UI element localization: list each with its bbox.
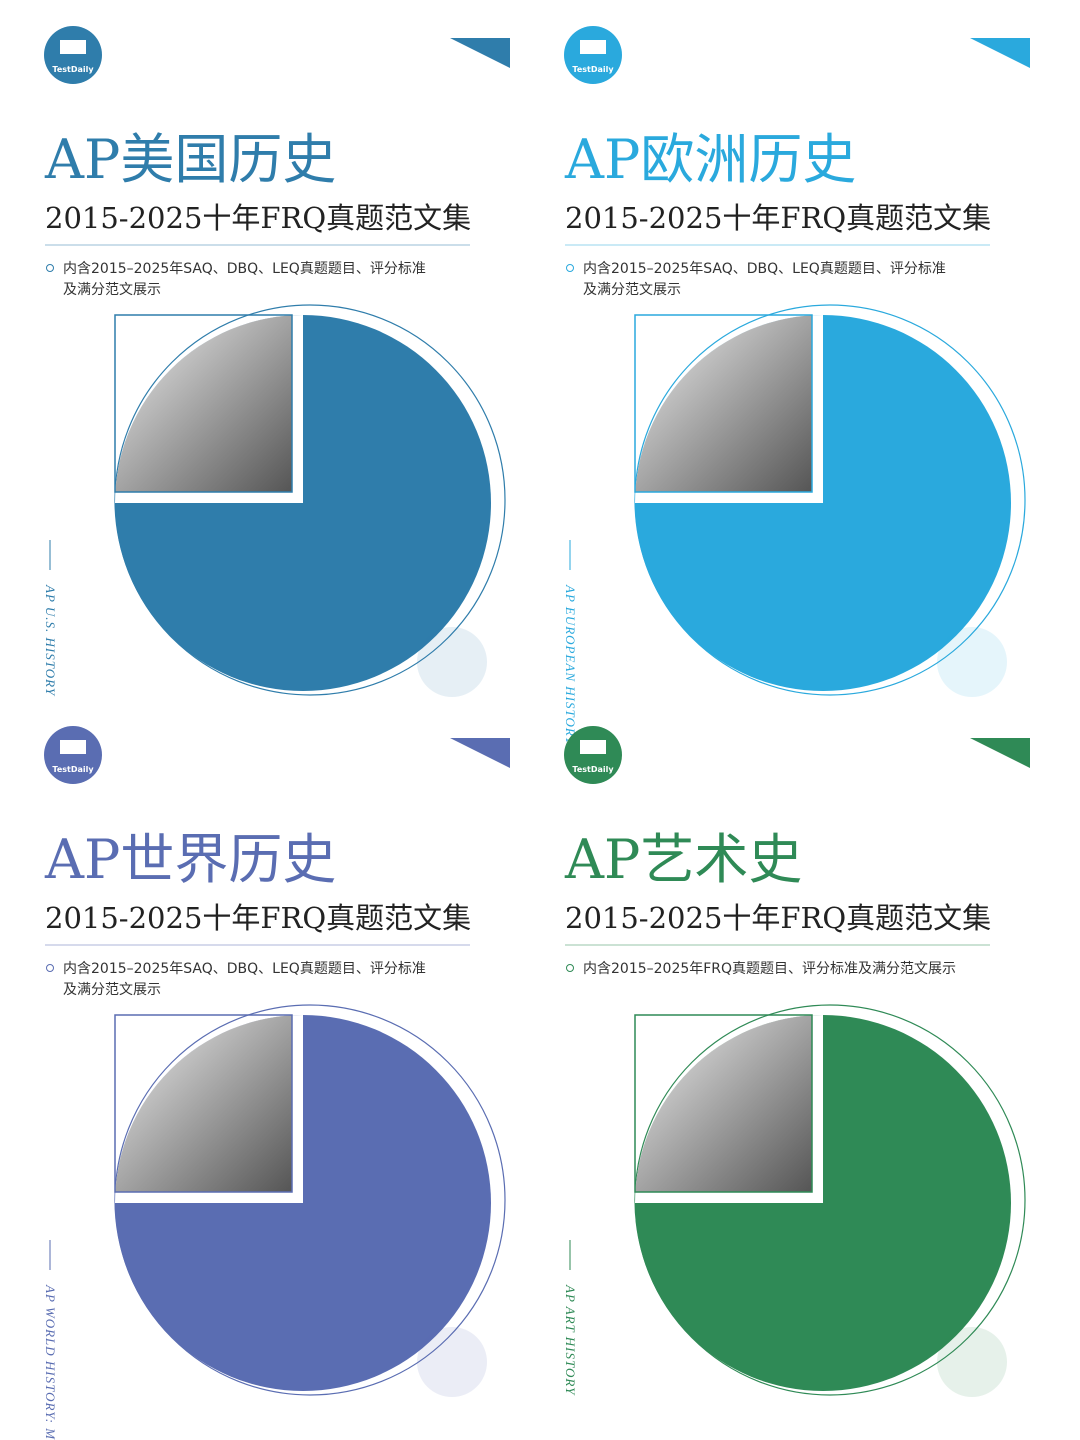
inset-frame xyxy=(634,1014,813,1193)
side-label: AP ART HISTORY xyxy=(563,1284,578,1396)
logo-text: TestDaily xyxy=(52,765,94,774)
cover-card: TestDaily AP世界历史 2015-2025十年FRQ真题范文集内含2015… xyxy=(43,726,510,1440)
outer-ring xyxy=(634,304,1026,696)
accent-circle xyxy=(417,627,487,697)
inset-photo xyxy=(115,315,292,492)
inset-photo xyxy=(115,1015,292,1192)
corner-triangle xyxy=(970,38,1030,68)
logo-cap xyxy=(60,40,86,54)
logo-badge xyxy=(44,726,102,784)
bullet-dot xyxy=(46,264,54,272)
logo-cap xyxy=(580,40,606,54)
title: AP艺术史 xyxy=(564,828,802,891)
bullet-dot xyxy=(566,264,574,272)
title: AP美国历史 xyxy=(44,128,336,191)
logo-badge xyxy=(564,26,622,84)
inset-photo xyxy=(635,1015,812,1192)
subtitle: 2015-2025十年FRQ真题范文集 xyxy=(565,201,991,235)
inset-frame xyxy=(114,1014,293,1193)
bullet-text: 内含2015–2025年FRQ真题题目、评分标准及满分范文展示 xyxy=(583,960,956,977)
corner-triangle xyxy=(450,38,510,68)
bullet-dot xyxy=(46,964,54,972)
photo-circle xyxy=(635,315,1011,691)
subtitle: 2015-2025十年FRQ真题范文集 xyxy=(45,901,471,935)
bullet-text: 内含2015–2025年SAQ、DBQ、LEQ真题题目、评分标准 xyxy=(583,261,946,277)
accent-circle xyxy=(937,627,1007,697)
corner-triangle xyxy=(450,738,510,768)
title: AP世界历史 xyxy=(44,828,336,891)
inset-photo xyxy=(635,315,812,492)
logo-cap xyxy=(580,740,606,754)
outer-ring xyxy=(114,1004,506,1396)
subtitle: 2015-2025十年FRQ真题范文集 xyxy=(565,901,991,935)
bullet-text: 及满分范文展示 xyxy=(63,981,161,998)
accent-circle xyxy=(937,1327,1007,1397)
logo-badge xyxy=(44,26,102,84)
logo-text: TestDaily xyxy=(572,65,614,74)
inset-frame xyxy=(114,314,293,493)
accent-circle xyxy=(417,1327,487,1397)
cover-card: TestDaily AP美国历史 2015-2025十年FRQ真题范文集内含2015… xyxy=(43,26,510,697)
bullet-dot xyxy=(566,964,574,972)
bullet-text: 内含2015–2025年SAQ、DBQ、LEQ真题题目、评分标准 xyxy=(63,961,426,977)
subtitle: 2015-2025十年FRQ真题范文集 xyxy=(45,201,471,235)
logo-cap xyxy=(60,740,86,754)
corner-triangle xyxy=(970,738,1030,768)
logo-text: TestDaily xyxy=(572,765,614,774)
cover-card: TestDaily AP艺术史 2015-2025十年FRQ真题范文集内含2015–… xyxy=(563,726,1030,1397)
outer-ring xyxy=(634,1004,1026,1396)
bullet-text: 及满分范文展示 xyxy=(63,281,161,298)
logo-text: TestDaily xyxy=(52,65,94,74)
side-label: AP EUROPEAN HISTORY xyxy=(563,584,578,746)
bullet-text: 及满分范文展示 xyxy=(583,281,681,298)
side-label: AP WORLD HISTORY: MODERN xyxy=(43,1284,58,1440)
side-label: AP U.S. HISTORY xyxy=(43,584,58,697)
logo-badge xyxy=(564,726,622,784)
photo-circle xyxy=(115,1015,491,1391)
cover-card: TestDaily AP欧洲历史 2015-2025十年FRQ真题范文集内含2015… xyxy=(563,26,1030,746)
inset-frame xyxy=(634,314,813,493)
bullet-text: 内含2015–2025年SAQ、DBQ、LEQ真题题目、评分标准 xyxy=(63,261,426,277)
outer-ring xyxy=(114,304,506,696)
title: AP欧洲历史 xyxy=(564,128,856,191)
